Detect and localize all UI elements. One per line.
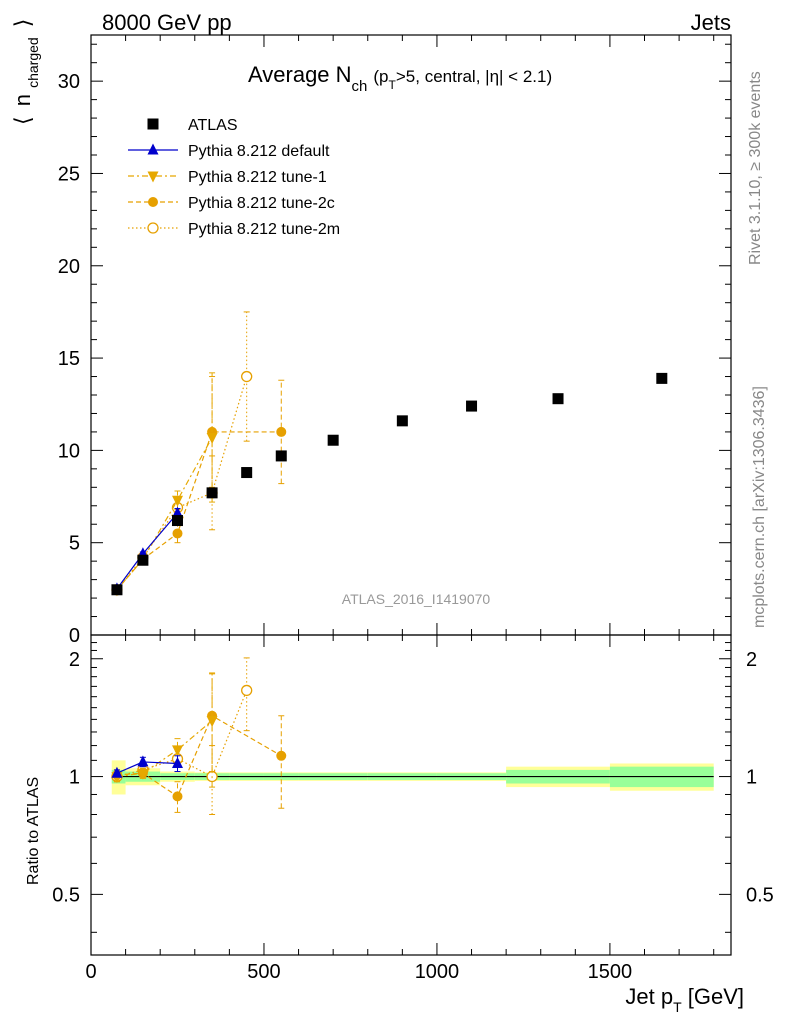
y-tick-label: 20 [58,256,80,278]
ratio-bands [111,760,714,795]
ratio-point [241,684,253,697]
x-tick-label: 1500 [588,961,633,983]
ratio-series-line [116,690,248,778]
data-point [241,467,253,479]
ratio-y-axis-label: Ratio to ATLAS [25,777,42,885]
y-axis-label: ⟨ n charged ⟩ [10,19,43,125]
legend-marker [148,197,158,207]
data-point [552,393,564,405]
legend-label: Pythia 8.212 tune-2c [188,195,335,212]
ratio-point [171,745,183,757]
legend-label: Pythia 8.212 default [188,143,330,160]
ratio-frame [90,634,732,956]
main-frame [90,34,732,636]
ratio-series-line [116,720,213,778]
legend-marker [147,143,159,155]
ratio-tick-label: 0.5 [52,884,80,906]
data-point [171,506,183,518]
legend-label: Pythia 8.212 tune-2m [188,221,340,238]
ratio-point [111,766,123,778]
ratio-tick-label-right: 0.5 [746,884,774,906]
header-process: Jets [691,10,731,35]
series-line [116,376,248,591]
y-tick-label: 30 [58,71,80,93]
ratio-point [171,756,183,768]
x-axis-label: Jet pT [GeV] [625,984,744,1015]
data-point [206,487,218,499]
y-tick-label: 0 [69,625,80,647]
y-tick-label: 10 [58,440,80,462]
data-point [172,528,183,539]
ratio-point [172,791,183,802]
data-point [171,515,183,527]
data-point [206,432,218,444]
x-tick-label: 0 [85,961,96,983]
ratio-tick-label: 2 [69,649,80,671]
legend-label: ATLAS [188,117,238,134]
series-line [116,431,282,591]
ratio-tick-label: 1 [69,767,80,789]
y-tick-label: 25 [58,163,80,185]
series-layer [111,311,668,815]
legend: ATLAS Pythia 8.212 default Pythia 8.212 tu… [128,117,340,238]
data-point [171,495,183,507]
ratio-point [206,716,218,728]
y-tick-label: 5 [69,533,80,555]
ratio-tick-label-right: 2 [746,649,757,671]
x-tick-label: 1000 [415,961,460,983]
data-point [241,370,253,383]
y-tick-label: 15 [58,348,80,370]
svg-text:Average Nch(pT>5, central, |η|: Average Nch(pT>5, central, |η| < 2.1) [248,62,552,95]
x-tick-label: 500 [247,961,280,983]
data-point [276,426,287,437]
axes: 0 500 1000 1500 0 5 10 15 20 25 30 0.5 0.5 1 1 2 2 [52,34,774,983]
legend-label: Pythia 8.212 tune-1 [188,169,327,186]
data-point [396,415,408,427]
chart-title: Average Nch(pT>5, central, |η| < 2.1) [248,62,552,95]
svg-text:⟨ n charged: ⟨ n charged ⟩ [10,19,43,125]
analysis-watermark: ATLAS_2016_I1419070 [342,591,491,607]
rivet-version-label: Rivet 3.1.10, ≥ 300k events [747,71,764,265]
header-energy: 8000 GeV pp [102,10,232,35]
series-line [116,437,213,591]
data-point [275,450,287,462]
data-point [656,372,668,384]
ratio-tick-label-right: 1 [746,767,757,789]
legend-marker [147,171,159,183]
mcplots-label: mcplots.cern.ch [arXiv:1306.3436] [751,386,768,628]
legend-marker [147,222,159,234]
data-point [327,434,339,446]
ratio-point [137,768,149,780]
data-point [137,554,149,566]
legend-marker [147,118,159,130]
ratio-point [137,755,149,767]
svg-text:Jet pT [GeV]: Jet pT [GeV] [625,984,744,1015]
ratio-point [276,750,287,761]
data-point [466,400,478,412]
data-point [111,584,123,596]
